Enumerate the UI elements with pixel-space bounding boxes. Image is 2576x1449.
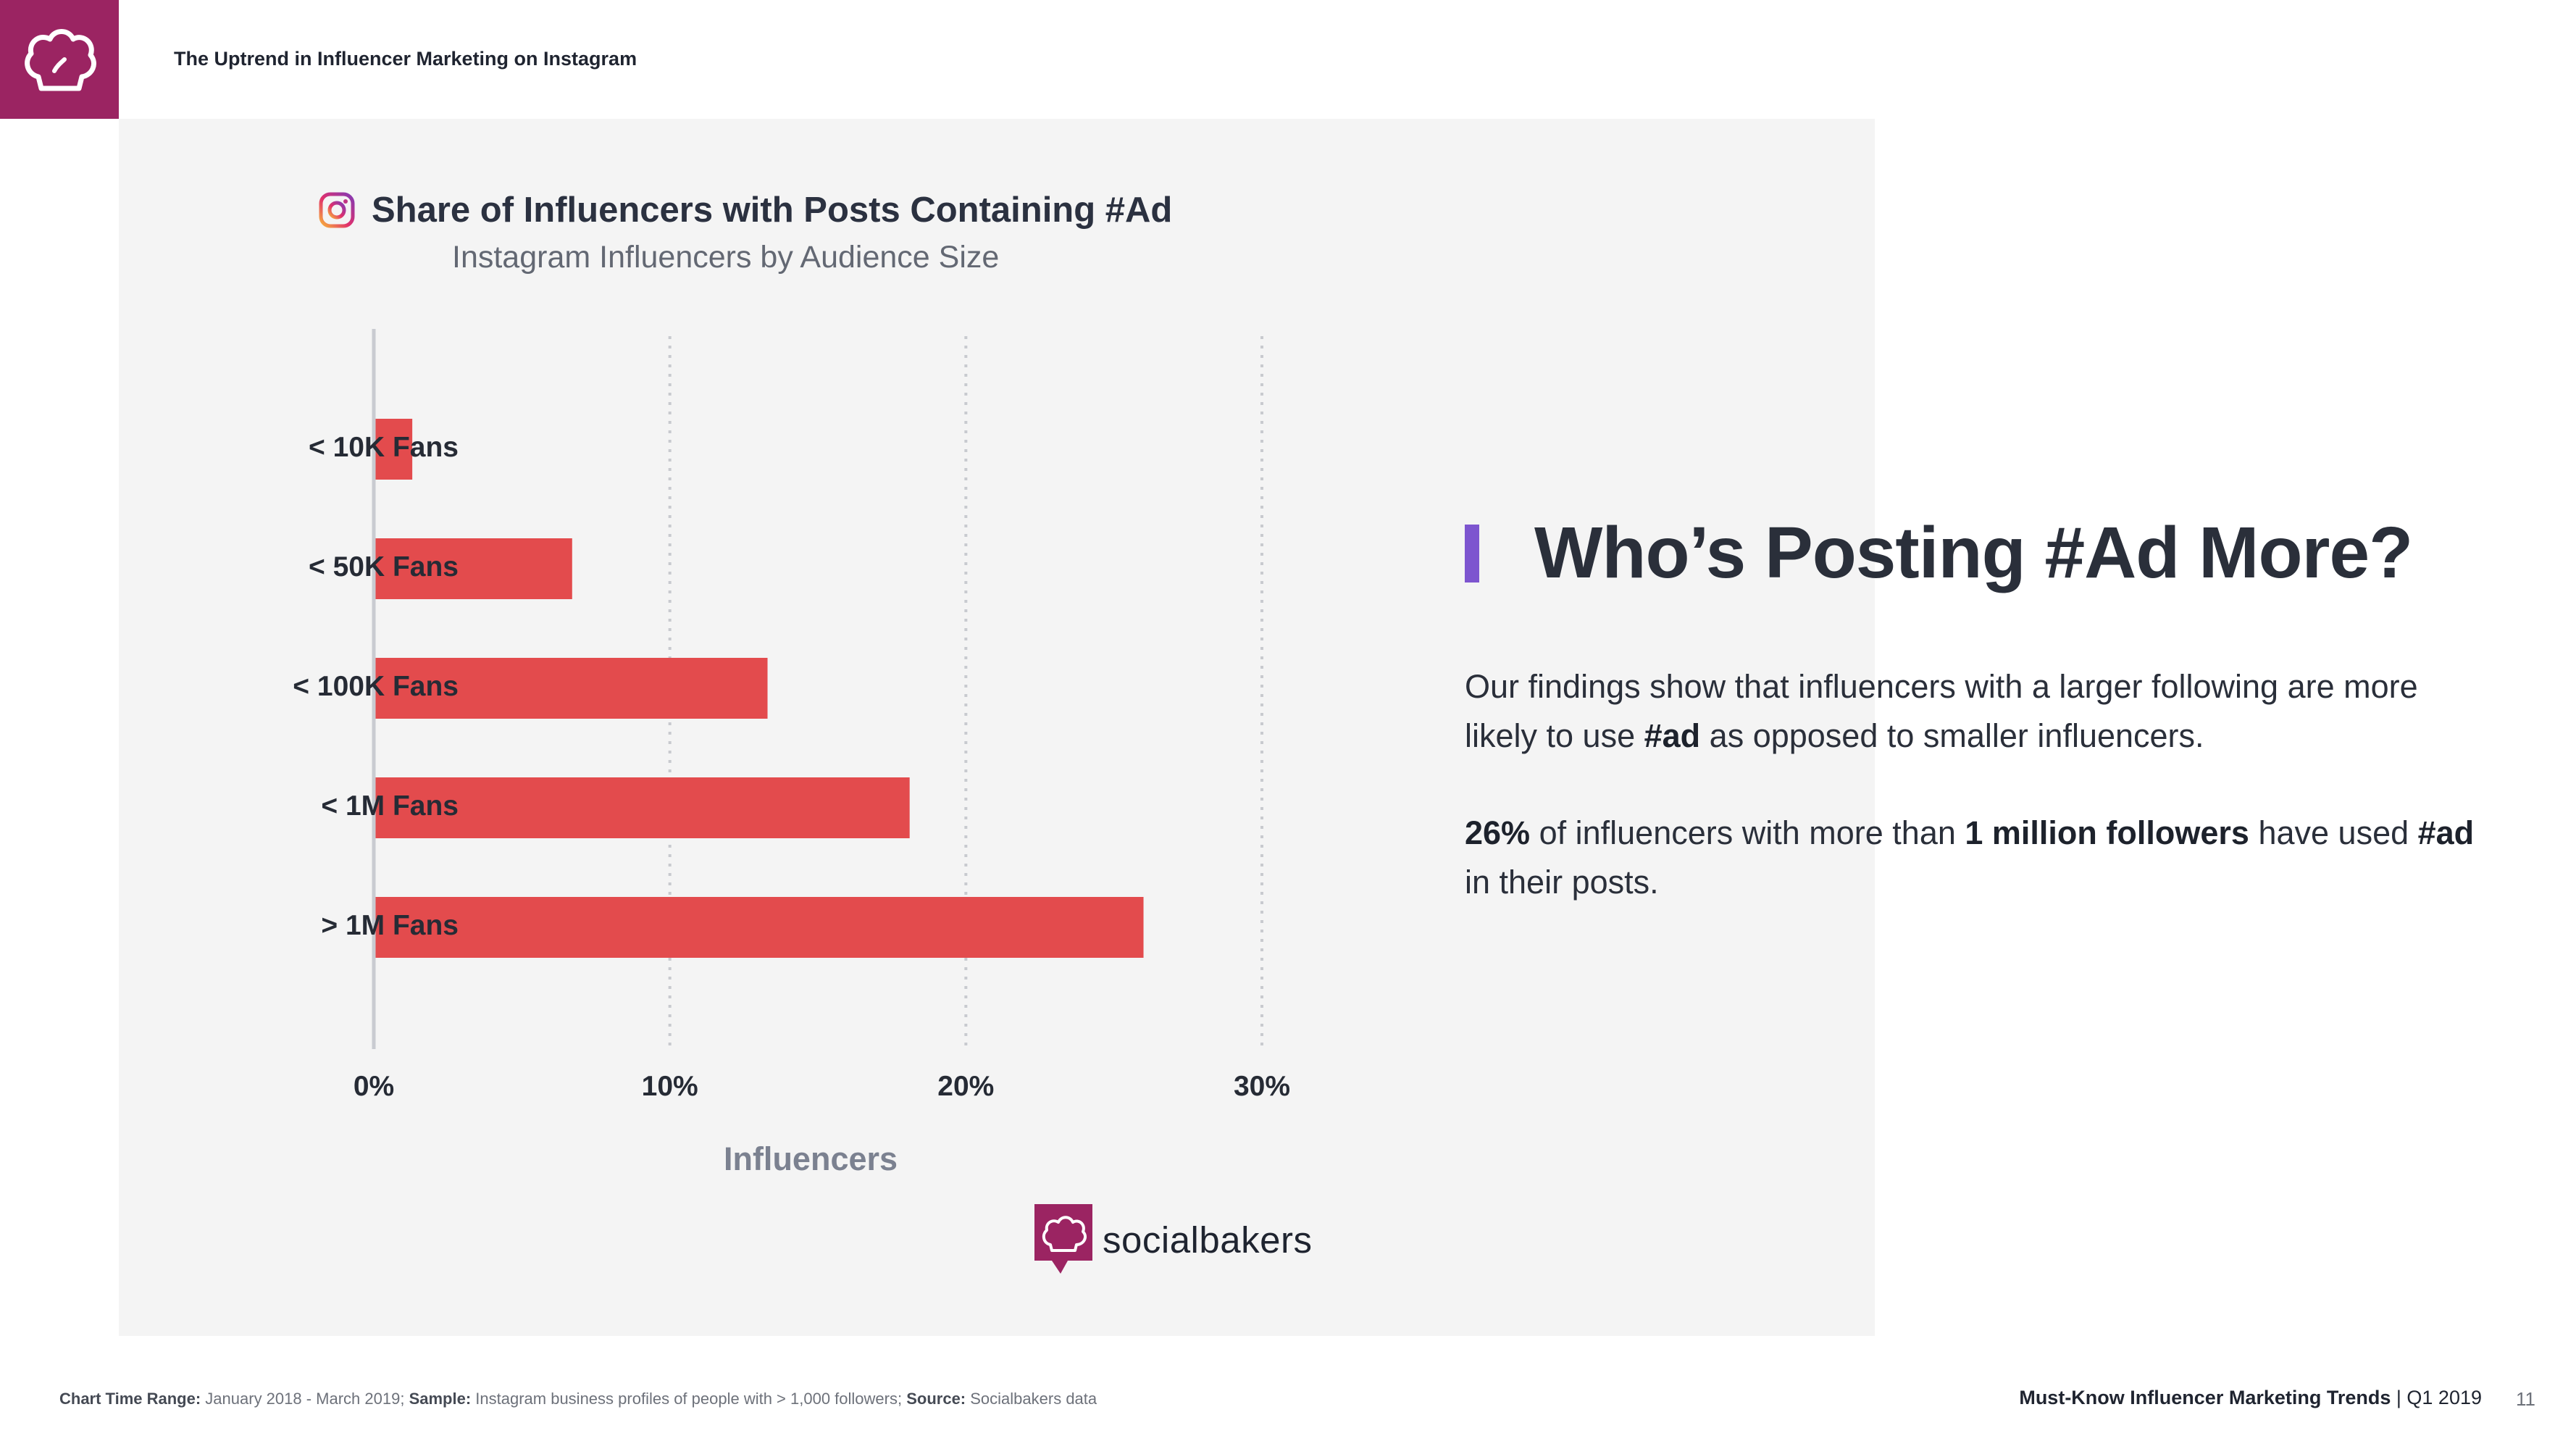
bar-3 [374,777,910,838]
stat-text-2: have used [2249,814,2418,851]
report-title: Must-Know Influencer Marketing Trends [2019,1387,2391,1408]
instagram-icon [319,192,355,228]
source-value: Socialbakers data [966,1390,1097,1408]
page-number: 11 [2516,1388,2535,1410]
chart-title: Share of Influencers with Posts Containi… [372,191,1173,230]
bar-1 [374,538,572,599]
x-tick-label-1: 10% [641,1071,698,1102]
bars [374,419,1144,958]
sample-label: Sample: [409,1390,472,1408]
bar-chart [372,329,1263,1049]
footer-source: Chart Time Range: January 2018 - March 2… [59,1390,1097,1408]
stat-text: of influencers with more than [1530,814,1965,851]
findings-text: Our findings show that influencers with … [1465,668,2418,754]
bar-2 [374,658,768,719]
findings-text-end: as opposed to smaller influencers. [1700,717,2204,754]
logo-block [0,0,119,119]
stat-text-end: in their posts. [1465,864,1659,901]
range-label: Chart Time Range: [59,1390,201,1408]
category-label-4: > 1M Fans [321,910,459,941]
brand-name: socialbakers [1103,1219,1313,1261]
sample-value: Instagram business profiles of people wi… [471,1390,907,1408]
chart-panel: Share of Influencers with Posts Containi… [119,119,1875,1336]
range-value: January 2018 - March 2019; [201,1390,409,1408]
findings-hashtag: #ad [1644,717,1701,754]
x-tick-label-0: 0% [353,1071,395,1102]
source-label: Source: [906,1390,966,1408]
footer-report: Must-Know Influencer Marketing Trends | … [2019,1387,2482,1409]
stat-percent: 26% [1465,814,1531,851]
report-period: | Q1 2019 [2391,1387,2482,1408]
category-label-3: < 1M Fans [321,790,459,822]
brand-logo: socialbakers [1034,1204,1312,1275]
accent-bar [1465,525,1479,582]
category-label-2: < 100K Fans [293,671,459,702]
category-label-1: < 50K Fans [308,551,459,582]
stat-paragraph: 26% of influencers with more than 1 mill… [1465,809,2479,907]
socialbakers-logo-icon [1034,1204,1092,1274]
side-title: Who’s Posting #Ad More? [1534,512,2413,593]
bar-4 [374,897,1144,958]
findings-paragraph: Our findings show that influencers with … [1465,662,2479,761]
x-tick-label-2: 20% [937,1071,995,1102]
x-axis-label: Influencers [723,1140,898,1177]
page-title: The Uptrend in Influencer Marketing on I… [174,48,637,70]
stat-followers: 1 million followers [1965,814,2249,851]
category-label-0: < 10K Fans [308,432,459,463]
chef-hat-icon [25,29,96,91]
stat-hashtag: #ad [2417,814,2475,851]
bar-0 [374,419,413,480]
chart-subtitle: Instagram Influencers by Audience Size [452,240,1000,275]
chart-title-row: Share of Influencers with Posts Containi… [318,190,1172,230]
x-tick-label-3: 30% [1233,1071,1291,1102]
